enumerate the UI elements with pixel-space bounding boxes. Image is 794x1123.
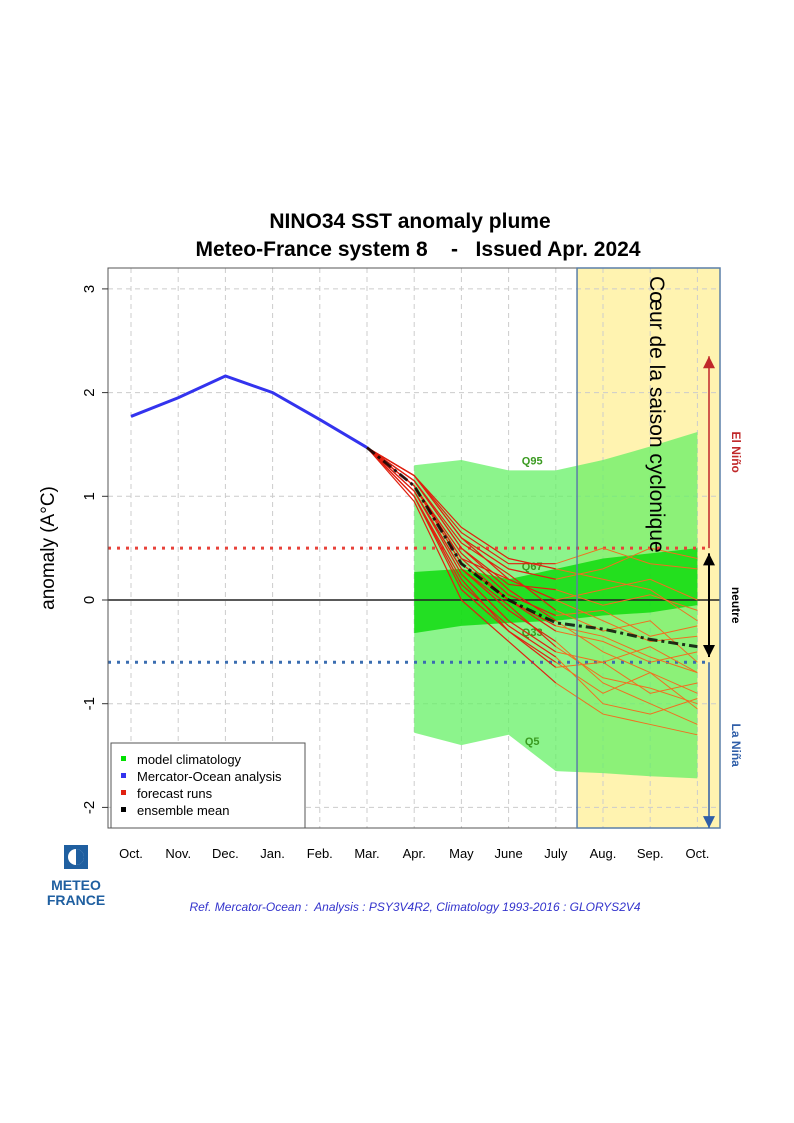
ensemble-mean-line	[366, 446, 698, 649]
quantile-label: Q95	[522, 455, 543, 467]
legend-label: model climatology	[137, 752, 242, 767]
legend-swatch	[121, 773, 126, 778]
y-tick-label: 3	[81, 285, 98, 293]
forecast-run	[555, 547, 698, 570]
forecast-run	[555, 625, 698, 674]
climatology-band-q33-q67	[414, 548, 698, 634]
chart-subtitle: Meteo-France system 8 - Issued Apr. 2024	[195, 238, 640, 261]
reference-text: Ref. Mercator-Ocean : Analysis : PSY3V4R…	[189, 900, 640, 914]
meteo-france-logo: METEO FRANCE	[47, 845, 105, 908]
x-tick-label: Aug.	[590, 846, 617, 861]
forecast-run	[555, 646, 698, 674]
legend-label: ensemble mean	[137, 803, 230, 818]
quantile-label: Q67	[522, 561, 543, 573]
x-tick-label: June	[494, 846, 522, 861]
y-tick-label: -1	[81, 697, 98, 710]
cyclone-season-frame	[576, 267, 721, 829]
regime-label: neutre	[729, 587, 743, 624]
y-tick-label: 0	[81, 596, 98, 604]
legend-box	[110, 742, 306, 829]
forecast-run	[555, 599, 698, 642]
x-tick-label: Oct.	[119, 846, 143, 861]
x-tick-label: Jan.	[260, 846, 285, 861]
legend-swatch	[121, 756, 126, 761]
forecast-run	[555, 630, 698, 663]
forecast-run	[555, 568, 698, 622]
forecast-run	[555, 651, 698, 694]
forecast-run	[555, 682, 698, 736]
x-tick-label: Nov.	[165, 846, 191, 861]
svg-text:FRANCE: FRANCE	[47, 892, 105, 908]
forecast-run	[366, 447, 557, 601]
y-tick-label: -2	[81, 801, 98, 814]
cyclone-season-label: Cœur de la saison cyclonique	[645, 276, 668, 553]
x-tick-label: Apr.	[403, 846, 426, 861]
analysis-line	[130, 374, 368, 449]
forecast-run	[366, 447, 557, 627]
svg-text:METEO: METEO	[51, 877, 101, 893]
quantile-label: Q5	[525, 736, 540, 748]
legend: model climatology Mercator-Ocean analysis…	[110, 742, 306, 829]
regime-label: El Niño	[729, 432, 743, 473]
regime-label: La Niña	[729, 724, 743, 768]
y-tick-label: 2	[81, 388, 98, 396]
y-axis-label: anomaly (A°C)	[38, 486, 59, 610]
forecast-run	[366, 447, 557, 648]
x-tick-label: Sep.	[637, 846, 664, 861]
x-tick-label: July	[544, 846, 568, 861]
arrow-head-icon	[703, 816, 715, 829]
arrow-head-icon	[703, 645, 715, 658]
x-tick-label: Dec.	[212, 846, 239, 861]
legend-swatch	[121, 807, 126, 812]
forecast-run	[555, 656, 698, 715]
legend-label: forecast runs	[137, 786, 213, 801]
arrow-head-icon	[703, 553, 715, 566]
legend-swatch	[121, 790, 126, 795]
chart-title: NINO34 SST anomaly plume	[269, 210, 550, 233]
x-tick-label: Oct.	[685, 846, 709, 861]
x-tick-label: Feb.	[307, 846, 333, 861]
x-tick-label: May	[449, 846, 474, 861]
forecast-run	[555, 646, 698, 705]
arrow-head-icon	[703, 356, 715, 369]
forecast-run	[366, 447, 557, 684]
forecast-run	[555, 609, 698, 663]
legend-label: Mercator-Ocean analysis	[137, 769, 282, 784]
forecast-run	[555, 609, 698, 637]
x-tick-label: Mar.	[354, 846, 379, 861]
forecast-run	[555, 589, 698, 611]
forecast-run	[366, 447, 557, 658]
y-tick-label: 1	[81, 492, 98, 500]
